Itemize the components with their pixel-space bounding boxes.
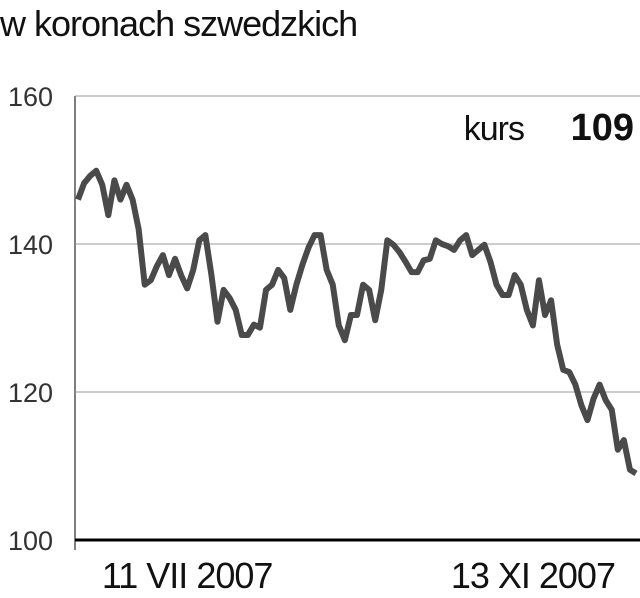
x-tick-label: 11 VII 2007: [102, 555, 272, 596]
x-tick-label: 13 XI 2007: [451, 555, 615, 596]
chart-title: w koronach szwedzkich: [0, 3, 357, 44]
y-tick-label: 160: [8, 82, 53, 112]
annotation-label: kurs: [464, 110, 524, 148]
price-line: [75, 167, 638, 476]
y-tick-label: 100: [8, 526, 53, 556]
y-tick-label: 140: [8, 230, 53, 260]
y-tick-label: 120: [8, 378, 53, 408]
annotation-value: 109: [571, 107, 634, 149]
